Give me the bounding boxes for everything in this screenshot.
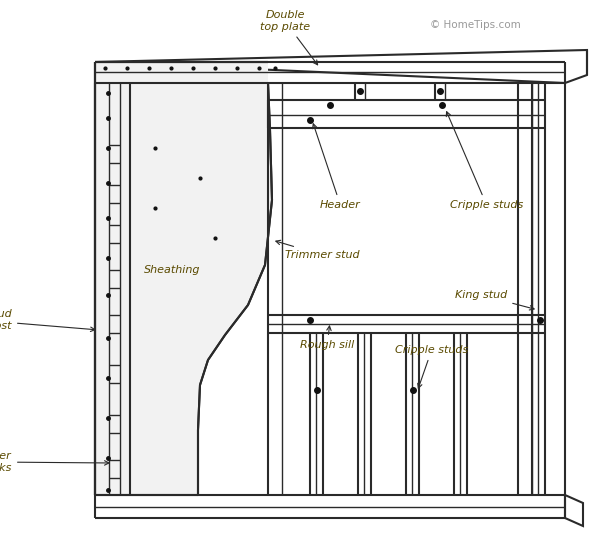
- Text: Trimmer stud: Trimmer stud: [276, 240, 359, 260]
- Text: Sheathing: Sheathing: [144, 265, 200, 275]
- Text: King stud: King stud: [455, 290, 534, 310]
- Text: Header: Header: [313, 124, 361, 210]
- Text: © HomeTips.com: © HomeTips.com: [430, 20, 521, 30]
- Text: Cripple studs: Cripple studs: [446, 112, 523, 210]
- Text: Cripple studs: Cripple studs: [395, 345, 468, 388]
- Polygon shape: [95, 62, 272, 495]
- Polygon shape: [565, 495, 583, 526]
- Text: Double-stud
corner post: Double-stud corner post: [0, 309, 95, 332]
- Polygon shape: [95, 50, 587, 83]
- Text: Rough sill: Rough sill: [300, 326, 354, 350]
- Text: Spacer
blocks: Spacer blocks: [0, 451, 109, 473]
- Text: Double
top plate: Double top plate: [260, 10, 317, 65]
